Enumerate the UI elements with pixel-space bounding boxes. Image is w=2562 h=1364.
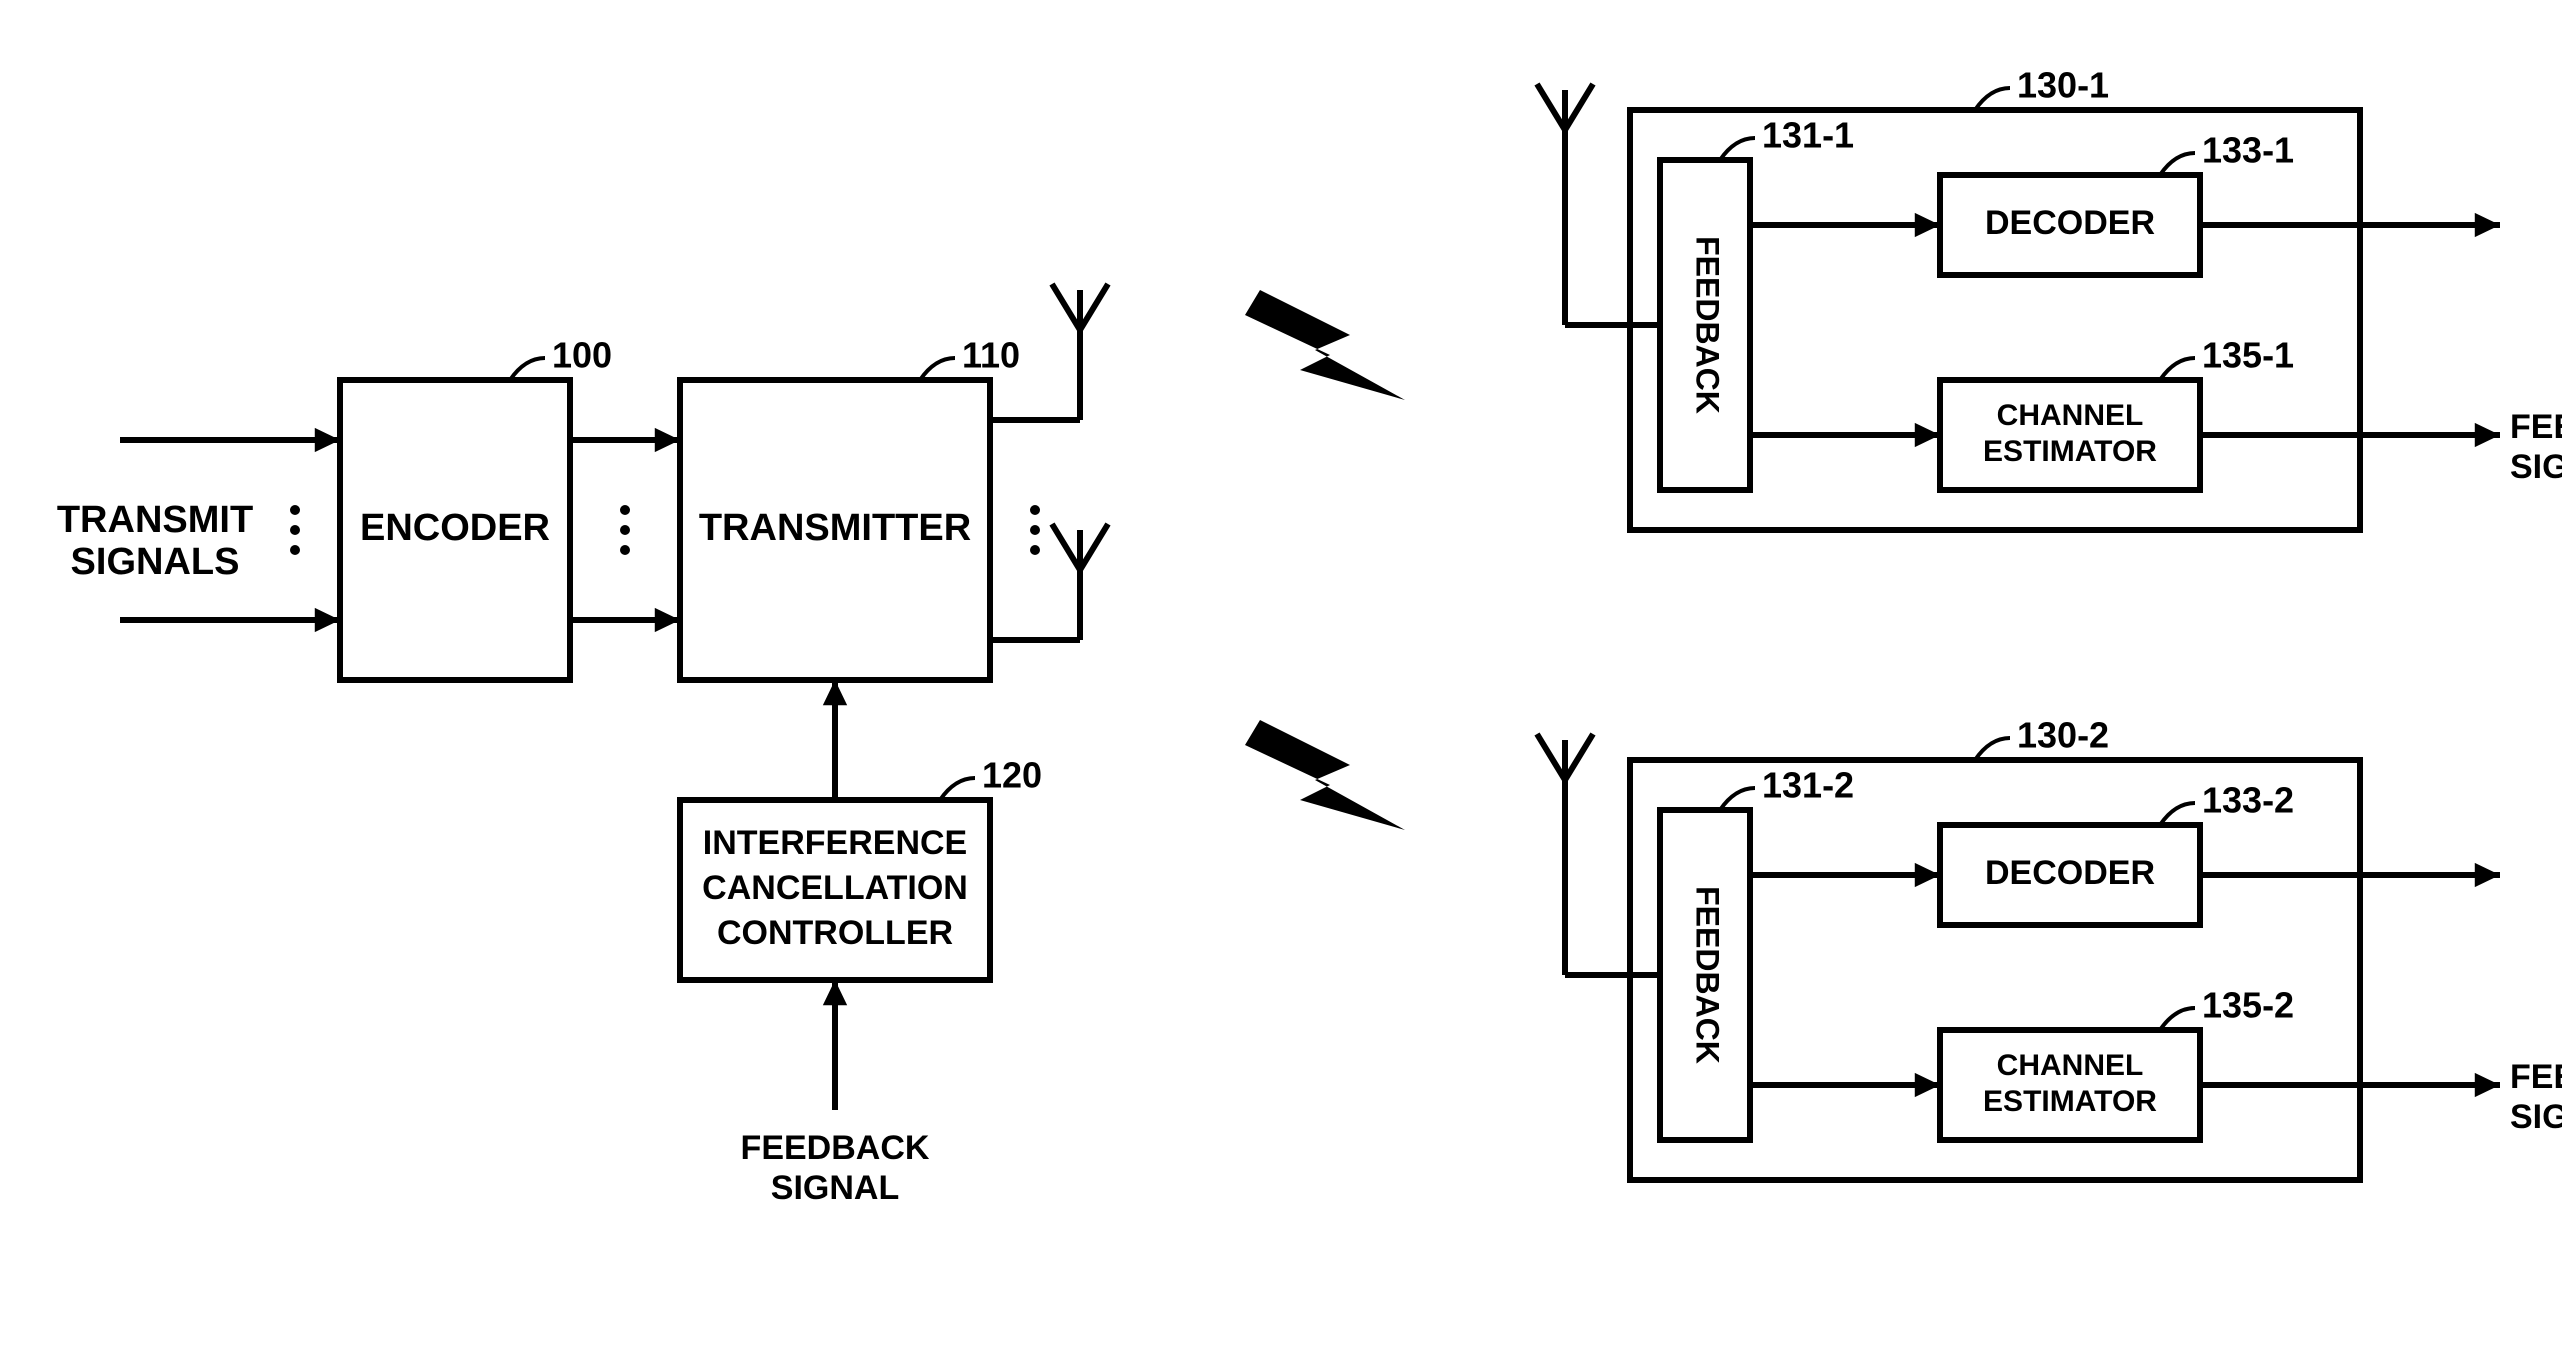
input-dots <box>290 525 300 535</box>
tx-out-dots <box>1030 525 1040 535</box>
receiver-1-ref: 130-2 <box>2017 715 2109 756</box>
tx-out-dots <box>1030 545 1040 555</box>
input-dots <box>290 545 300 555</box>
encoder-ref: 100 <box>552 335 612 376</box>
icc-in-l1: FEEDBACK <box>741 1129 930 1167</box>
icc-l1: INTERFERENCE <box>703 824 967 862</box>
feedback-ref-1: 131-2 <box>1762 765 1854 806</box>
chest-l1-1: CHANNEL <box>1997 1049 2144 1082</box>
encoder-ref-hook <box>510 358 545 380</box>
encoder-label: ENCODER <box>360 507 550 549</box>
chest-out-1-head <box>2475 1073 2500 1097</box>
chest-ref-1: 135-2 <box>2202 985 2294 1026</box>
transmit-signals-l1: TRANSMIT <box>57 499 253 541</box>
dec-out-1-head <box>2475 863 2500 887</box>
chest-out-0-head <box>2475 423 2500 447</box>
icc-ref-hook <box>940 778 975 800</box>
bolt-1 <box>1245 720 1405 830</box>
input-dots <box>290 505 300 515</box>
chest-ref-0: 135-1 <box>2202 335 2294 376</box>
feedback-label-1: FEEDBACK <box>1690 886 1726 1064</box>
chest-l2-0: ESTIMATOR <box>1983 435 2157 468</box>
receiver-0-ref: 130-1 <box>2017 65 2109 106</box>
rx-out-l2-1: SIGNAL <box>2510 1098 2562 1136</box>
chest-l2-1: ESTIMATOR <box>1983 1085 2157 1118</box>
transmit-signals-l2: SIGNALS <box>71 541 240 583</box>
decoder-ref-0: 133-1 <box>2202 130 2294 171</box>
decoder-label-0: DECODER <box>1985 204 2155 242</box>
rx-out-l1-1: FEEDBACK <box>2510 1058 2562 1096</box>
icc-in-arrow-head <box>823 980 847 1005</box>
decoder-label-1: DECODER <box>1985 854 2155 892</box>
input-arrow-bot-head <box>315 608 340 632</box>
enc-tx-dots <box>620 525 630 535</box>
tx-out-dots <box>1030 505 1040 515</box>
icc-ref: 120 <box>982 755 1042 796</box>
dec-out-0-head <box>2475 213 2500 237</box>
feedback-ref-0: 131-1 <box>1762 115 1854 156</box>
enc-tx-arrow-top-head <box>655 428 680 452</box>
feedback-label-0: FEEDBACK <box>1690 236 1726 414</box>
receiver-0-ref-hook <box>1975 88 2010 110</box>
bolt-0 <box>1245 290 1405 400</box>
icc-in-l2: SIGNAL <box>771 1169 899 1207</box>
transmitter-ref: 110 <box>962 335 1020 376</box>
receiver-1-ref-hook <box>1975 738 2010 760</box>
transmitter-label: TRANSMITTER <box>699 507 971 549</box>
enc-tx-dots <box>620 545 630 555</box>
input-arrow-top-head <box>315 428 340 452</box>
enc-tx-dots <box>620 505 630 515</box>
chest-l1-0: CHANNEL <box>1997 399 2144 432</box>
icc-l3: CONTROLLER <box>717 914 953 952</box>
icc-l2: CANCELLATION <box>702 869 968 907</box>
icc-to-tx-arrow-head <box>823 680 847 705</box>
decoder-ref-1: 133-2 <box>2202 780 2294 821</box>
rx-out-l2-0: SIGNAL <box>2510 448 2562 486</box>
transmitter-ref-hook <box>920 358 955 380</box>
rx-out-l1-0: FEEDBACK <box>2510 408 2562 446</box>
enc-tx-arrow-bot-head <box>655 608 680 632</box>
